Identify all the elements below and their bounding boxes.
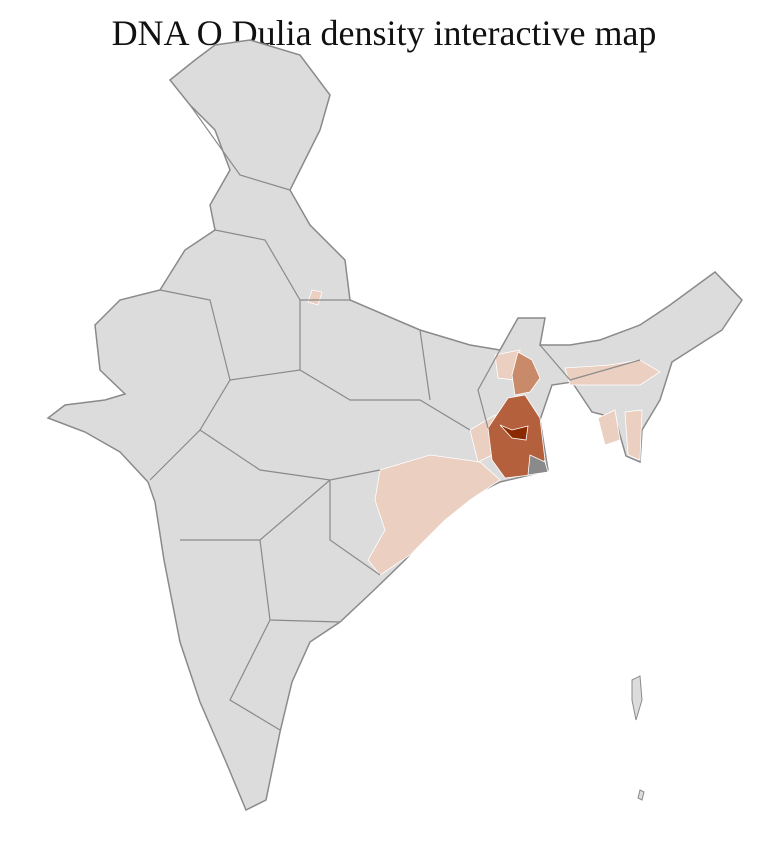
- state-boundary-1: [214, 229, 350, 301]
- state-boundary-3: [229, 369, 471, 431]
- district-north-bengal-medium[interactable]: [511, 351, 541, 396]
- state-boundary-10: [329, 480, 381, 576]
- andaman-islands[interactable]: [631, 675, 645, 801]
- state-boundary-6: [199, 429, 381, 481]
- state-boundary-9: [229, 619, 281, 731]
- state-boundary-12: [569, 359, 641, 381]
- district-bengal-highest[interactable]: [499, 424, 529, 441]
- district-assam-low[interactable]: [564, 359, 661, 386]
- state-boundary-5: [349, 299, 431, 401]
- india-outline[interactable]: [46, 39, 743, 812]
- district-sundarbans-unmatched[interactable]: [527, 454, 549, 476]
- state-boundary-0: [189, 104, 291, 191]
- state-boundary-11: [477, 349, 501, 429]
- state-boundaries: [149, 104, 641, 731]
- district-mizoram-low[interactable]: [624, 409, 643, 461]
- map-title: DNA O Dulia density interactive map: [111, 13, 657, 53]
- district-up-low[interactable]: [307, 289, 323, 306]
- district-tripura-low[interactable]: [597, 409, 621, 446]
- state-boundary-13: [539, 344, 571, 381]
- district-odisha-low[interactable]: [367, 454, 501, 576]
